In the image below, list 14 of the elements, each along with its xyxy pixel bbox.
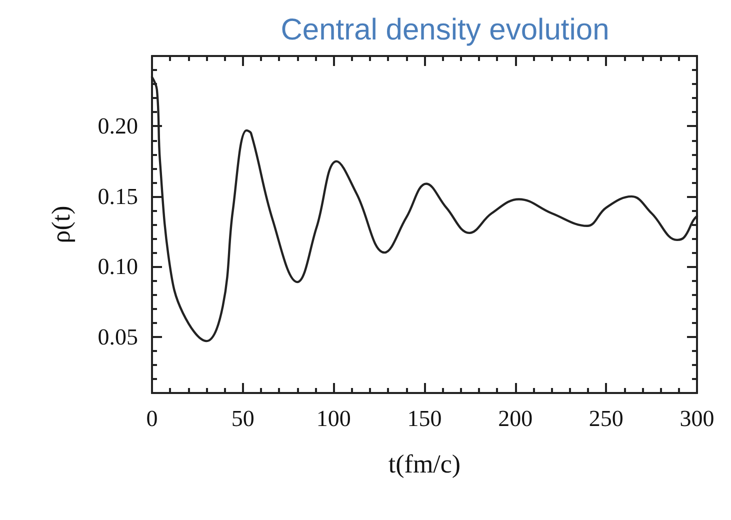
x-tick-label: 250	[588, 406, 624, 431]
x-tick-label: 100	[316, 406, 351, 431]
y-tick-label: 0.20	[98, 114, 138, 139]
y-axis-title: ρ(t)	[46, 206, 76, 244]
y-tick-label: 0.15	[98, 184, 138, 209]
x-tick-label: 150	[407, 406, 442, 431]
chart-title: Central density evolution	[280, 14, 610, 46]
x-tick-label: 0	[146, 406, 158, 431]
x-tick-label: 200	[498, 406, 533, 431]
y-tick-label: 0.05	[98, 324, 138, 350]
x-axis-title: t(fm/c)	[388, 450, 461, 478]
x-tick-label: 300	[680, 406, 714, 431]
x-tick-label: 50	[231, 406, 254, 431]
y-tick-label: 0.10	[98, 254, 138, 280]
